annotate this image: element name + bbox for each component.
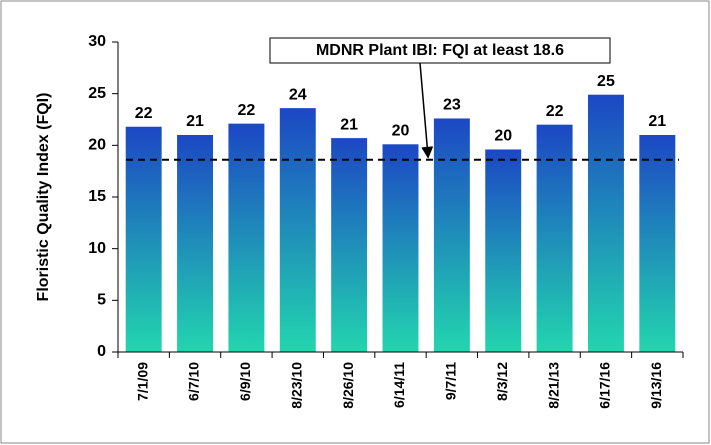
- x-tick-label: 9/13/16: [648, 362, 664, 409]
- x-tick-label: 6/14/11: [391, 362, 407, 408]
- y-tick-label: 20: [88, 137, 106, 154]
- x-tick-label: 9/7/11: [443, 362, 459, 400]
- value-label: 20: [494, 128, 512, 145]
- y-axis-label: Floristic Quality Index (FQI): [35, 93, 52, 302]
- y-tick-label: 30: [88, 33, 106, 50]
- bar: [485, 149, 522, 352]
- x-tick-label: 7/1/09: [134, 362, 150, 401]
- bar: [279, 108, 316, 352]
- bar: [177, 135, 214, 352]
- bar: [125, 126, 162, 352]
- x-tick-label: 8/23/10: [288, 362, 304, 409]
- bar: [536, 124, 573, 353]
- value-label: 21: [648, 113, 666, 130]
- y-tick-label: 15: [88, 188, 106, 205]
- bar: [382, 144, 419, 352]
- bar: [331, 138, 368, 352]
- x-tick-label: 8/21/13: [545, 362, 561, 409]
- value-label: 20: [392, 123, 410, 140]
- y-tick-label: 10: [88, 240, 106, 257]
- y-tick-label: 25: [88, 85, 106, 102]
- bar: [587, 94, 624, 352]
- value-label: 25: [597, 73, 615, 90]
- x-tick-label: 6/9/10: [237, 362, 253, 401]
- x-tick-label: 8/26/10: [340, 362, 356, 409]
- y-tick-label: 5: [97, 292, 106, 309]
- value-label: 23: [443, 97, 461, 114]
- value-label: 22: [238, 102, 256, 119]
- annotation-box: [269, 37, 611, 64]
- value-label: 22: [546, 103, 564, 120]
- x-tick-label: 6/7/10: [186, 362, 202, 401]
- y-tick-label: 0: [97, 343, 106, 360]
- bar: [639, 135, 676, 352]
- annotation-arrow: [419, 62, 434, 159]
- x-tick-label: 6/17/16: [597, 362, 613, 409]
- annotation: MDNR Plant IBI: FQI at least 18.6: [316, 42, 564, 59]
- bar: [433, 118, 470, 352]
- x-tick-label: 8/3/12: [494, 362, 510, 401]
- value-label: 24: [289, 86, 307, 103]
- value-label: 21: [186, 113, 204, 130]
- value-label: 21: [340, 116, 358, 133]
- value-label: 22: [135, 105, 153, 122]
- bar: [228, 123, 265, 352]
